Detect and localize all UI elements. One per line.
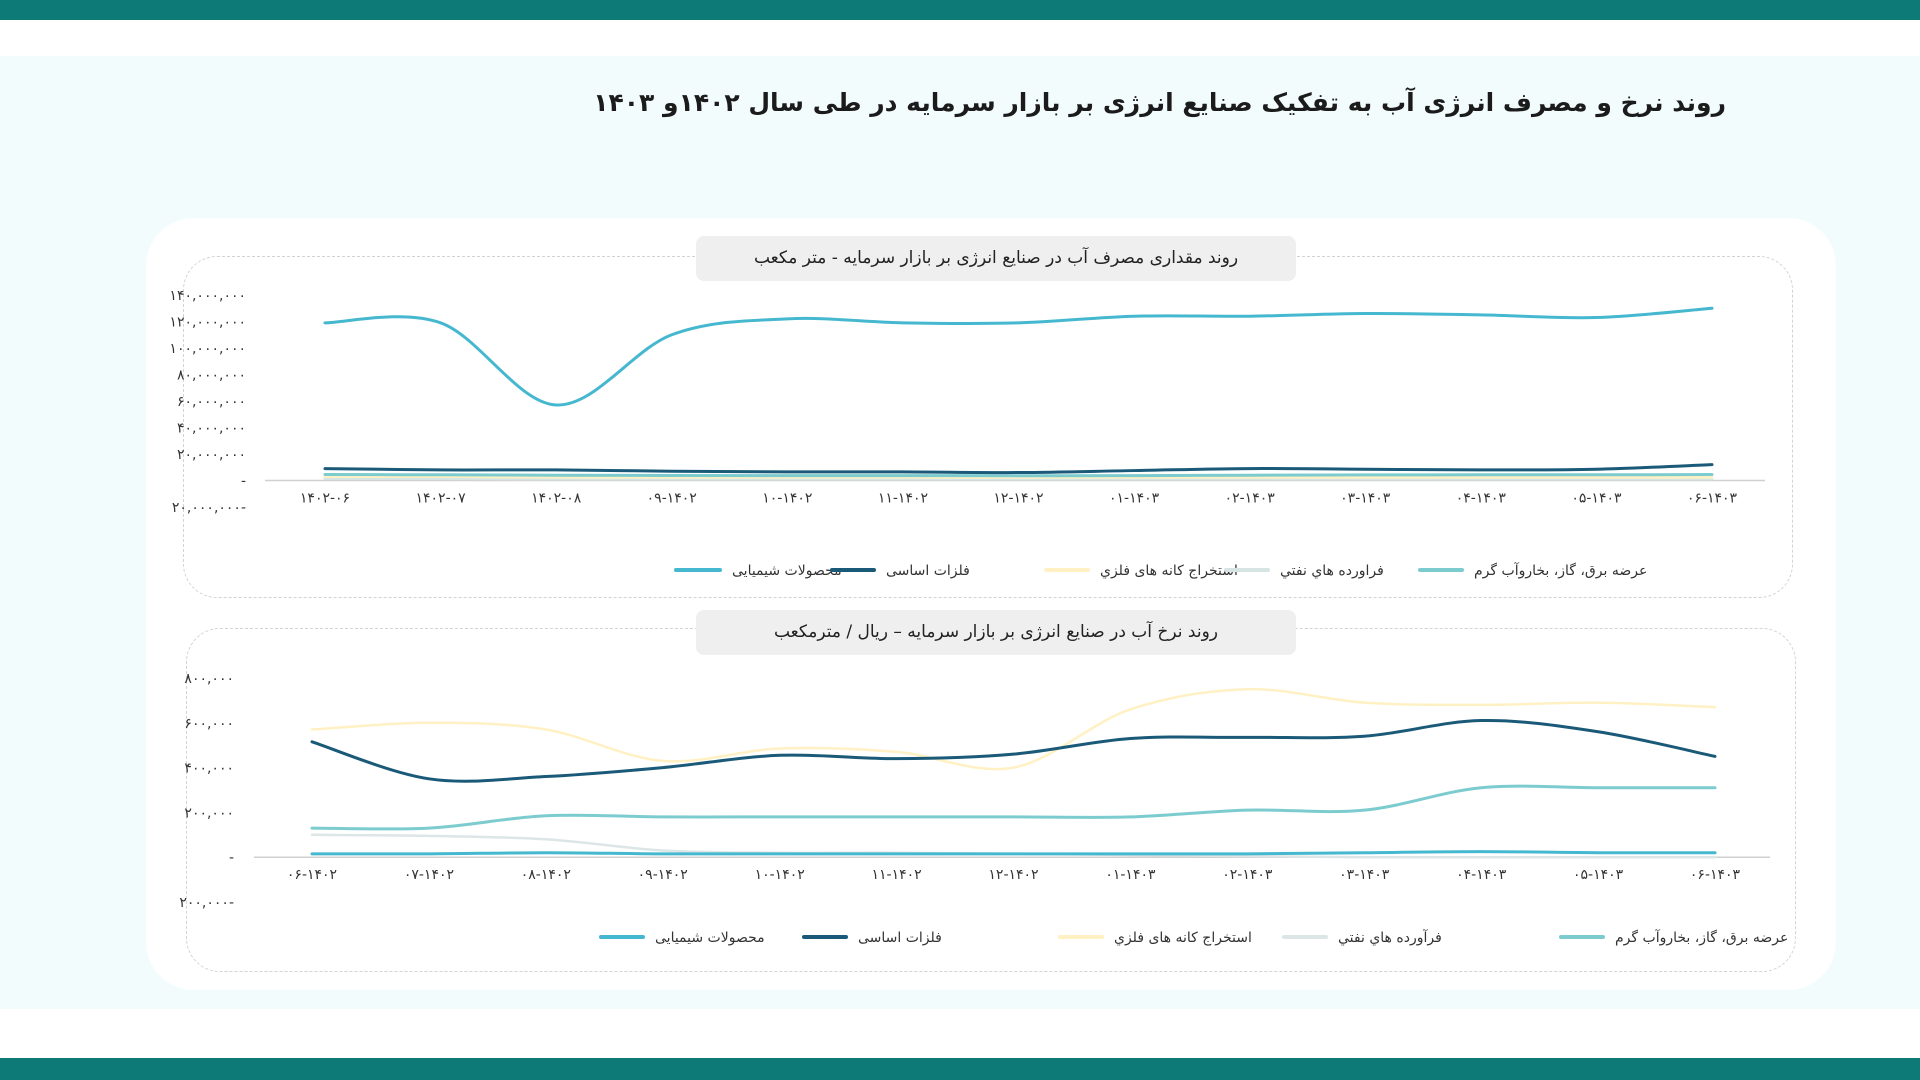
rate-chart-frame [186,628,1796,972]
x-tick-label: ۰۳-۱۴۰۳ [1340,491,1391,507]
legend-label: استخراج کانه های فلزي [1100,563,1238,579]
y-tick-label: - [241,474,246,490]
series-line [323,473,1714,478]
y-tick-label: ۱۲۰,۰۰۰,۰۰۰ [169,315,246,331]
x-tick-label: ۱۴۰۲-۰۸ [531,491,582,507]
y-tick-label: ۱۰۰,۰۰۰,۰۰۰ [169,341,246,357]
legend-label: عرضه برق، گاز، بخاروآب گرم [1474,562,1647,579]
rate-chart-title: روند نرخ آب در صنایع انرژی بر بازار سرما… [696,610,1296,655]
x-tick-label: ۱۱-۱۴۰۲ [878,491,928,507]
y-tick-label: ۲۰,۰۰۰,۰۰۰ [177,447,246,463]
x-tick-label: ۱۰-۱۴۰۲ [762,491,812,507]
x-tick-label: ۰۹-۱۴۰۲ [647,491,697,507]
top-accent-bar [0,0,1920,20]
y-tick-label: ۸۰,۰۰۰,۰۰۰ [177,368,246,384]
series-line [323,306,1714,407]
legend-label: محصولات شیمیایی [732,563,842,579]
bottom-accent-bar [0,1058,1920,1080]
y-tick-label: ۱۴۰,۰۰۰,۰۰۰ [169,288,246,304]
legend-label: فلزات اساسی [886,563,970,579]
legend-label: فراورده هاي نفتي [1280,563,1384,579]
y-tick-label: ۲۰,۰۰۰,۰۰۰- [172,500,246,516]
y-tick-label: ۶۰,۰۰۰,۰۰۰ [177,394,246,410]
page-title: روند نرخ و مصرف انرژی آب به تفکیک صنایع … [593,88,1726,117]
x-tick-label: ۰۱-۱۴۰۳ [1109,491,1160,507]
x-tick-label: ۱۲-۱۴۰۲ [993,491,1043,507]
x-tick-label: ۰۲-۱۴۰۳ [1225,491,1276,507]
consumption-chart-title: روند مقداری مصرف آب در صنایع انرژی بر با… [696,236,1296,281]
series-line [323,463,1714,475]
x-tick-label: ۱۴۰۲-۰۷ [415,491,466,507]
x-tick-label: ۰۶-۱۴۰۳ [1687,491,1738,507]
y-tick-label: ۴۰,۰۰۰,۰۰۰ [177,421,246,437]
x-tick-label: ۱۴۰۲-۰۶ [300,491,350,507]
x-tick-label: ۰۴-۱۴۰۳ [1456,491,1507,507]
x-tick-label: ۰۵-۱۴۰۳ [1571,491,1622,507]
